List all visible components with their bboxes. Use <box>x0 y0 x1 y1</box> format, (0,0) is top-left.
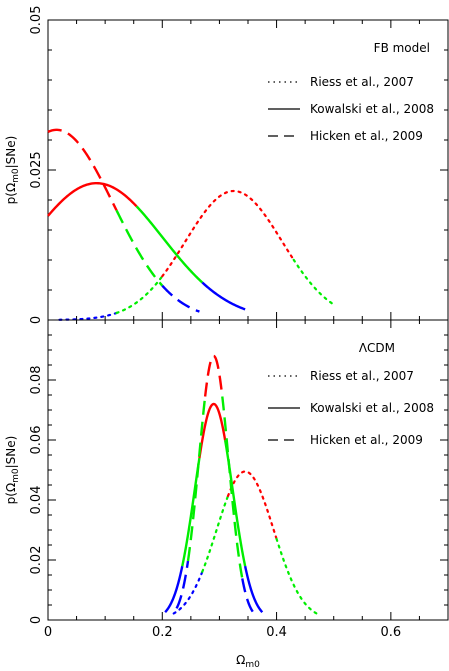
legend-label-kowalski-top: Kowalski et al., 2008 <box>310 102 434 116</box>
y-tick-label: 0.08 <box>29 366 44 395</box>
y-axis-label-top-rest: |SNe) <box>4 136 18 169</box>
x-axis-label: Ωm0 <box>236 653 260 670</box>
legend-label-kowalski-bottom: Kowalski et al., 2008 <box>310 401 434 415</box>
panel-label-fb-model: FB model <box>374 41 430 55</box>
series-dashed-segment <box>161 284 200 313</box>
panel-lcdm: ΛCDM 0 0.02 0.04 0.06 0.08 0 0.2 0.4 0.6 Riess e… <box>4 319 449 670</box>
axis-ticks-bottom: 0 0.02 0.04 0.06 0.08 0 0.2 0.4 0.6 <box>29 319 449 640</box>
y-tick-label: 0 <box>29 316 44 324</box>
x-axis-label-sub: m0 <box>245 660 260 670</box>
y-tick-label: 0.06 <box>29 426 44 455</box>
series-solid-segment <box>164 565 184 613</box>
series-dashed-segment <box>241 578 255 614</box>
series-dotted-segment <box>115 275 164 315</box>
series-solid-segment <box>135 205 204 284</box>
y-axis-label-top: p(Ωm0|SNe) <box>4 136 21 205</box>
y-axis-label-bottom: p(Ωm0|SNe) <box>4 436 21 505</box>
y-axis-label-bottom-rest: |SNe) <box>4 436 18 469</box>
series-dotted-segment <box>275 537 318 615</box>
y-axis-label-top-sub: m0 <box>11 168 21 183</box>
series-dashed-segment <box>47 128 118 211</box>
series-dashed-segment <box>175 560 190 609</box>
series-dashed-segment <box>221 396 244 579</box>
y-tick-label: 0.05 <box>29 6 44 35</box>
series-solid-segment <box>198 402 227 459</box>
series-dashed-segment <box>186 396 207 562</box>
series-dashed-segment <box>115 209 164 287</box>
series-solid-segment <box>201 281 246 311</box>
series-dashed-segment <box>203 354 224 397</box>
legend-top: Riess et al., 2007 Kowalski et al., 2008… <box>268 75 434 143</box>
y-tick-label: 0.04 <box>29 486 44 515</box>
legend-label-hicken-top: Hicken et al., 2009 <box>310 129 423 143</box>
series-solid-segment <box>243 565 264 613</box>
series-dotted-segment <box>201 494 230 573</box>
series-dotted-segment <box>292 258 335 306</box>
x-tick-label: 0 <box>44 625 52 640</box>
y-tick-label: 0.02 <box>29 546 44 575</box>
legend-label-riess-bottom: Riess et al., 2007 <box>310 369 414 383</box>
series-solid-segment <box>47 181 138 217</box>
series-group-top <box>47 128 335 321</box>
series-dotted-segment <box>161 189 295 278</box>
legend-bottom: Riess et al., 2007 Kowalski et al., 2008… <box>268 369 434 447</box>
x-tick-label: 0.4 <box>266 625 287 640</box>
legend-label-hicken-bottom: Hicken et al., 2009 <box>310 433 423 447</box>
series-group-bottom <box>164 354 318 615</box>
series-solid-segment <box>223 440 247 567</box>
panel-fb-model: FB model 0 0.025 0.05 Riess et al., 2007 K… <box>4 6 449 324</box>
legend-label-riess-top: Riess et al., 2007 <box>310 75 414 89</box>
y-tick-label: 0 <box>29 616 44 624</box>
x-tick-label: 0.2 <box>152 625 173 640</box>
x-tick-label: 0.6 <box>381 625 402 640</box>
panel-label-lcdm: ΛCDM <box>359 341 395 355</box>
panel-frame-top <box>47 19 449 321</box>
y-axis-label-bottom-sub: m0 <box>11 468 21 483</box>
series-dotted-segment <box>58 311 118 321</box>
axis-ticks-top: 0 0.025 0.05 <box>29 6 449 324</box>
y-tick-label: 0.025 <box>29 151 44 188</box>
